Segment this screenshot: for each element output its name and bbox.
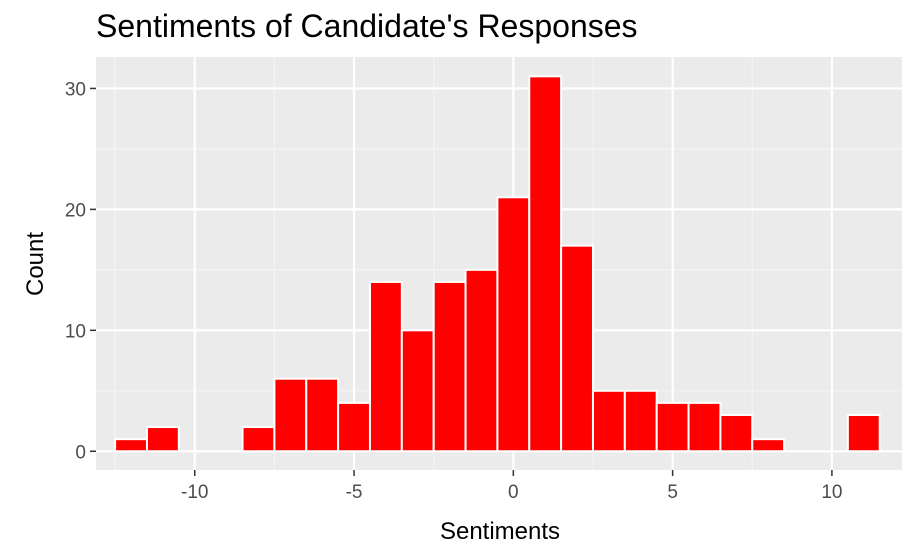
histogram-bar bbox=[751, 438, 786, 453]
histogram-bar bbox=[241, 426, 276, 453]
histogram-bar bbox=[560, 244, 594, 453]
x-axis-title: Sentiments bbox=[440, 518, 560, 545]
histogram-bar bbox=[719, 413, 754, 453]
x-tick-label: 5 bbox=[667, 482, 678, 503]
y-axis-title: Count bbox=[22, 232, 49, 296]
histogram-bar bbox=[655, 401, 690, 453]
y-tick-label: 0 bbox=[75, 442, 86, 463]
y-tick-label: 20 bbox=[65, 200, 86, 221]
x-tick-label: -5 bbox=[346, 482, 363, 503]
histogram-bar bbox=[337, 401, 371, 453]
histogram-bars bbox=[114, 75, 881, 453]
histogram-bar bbox=[145, 426, 180, 453]
y-tick-label: 10 bbox=[65, 321, 86, 342]
x-axis: -10 -5 0 5 10 bbox=[181, 470, 842, 503]
histogram-bar bbox=[496, 196, 531, 453]
histogram-bar bbox=[687, 401, 722, 453]
x-tick-label: -10 bbox=[181, 482, 208, 503]
histogram-bar bbox=[305, 377, 340, 453]
histogram-bar bbox=[432, 280, 467, 453]
histogram-bar bbox=[528, 75, 563, 453]
histogram-bar bbox=[623, 389, 658, 453]
histogram-bar bbox=[368, 280, 403, 453]
histogram-bar bbox=[400, 329, 435, 453]
y-axis: 0 10 20 30 bbox=[65, 79, 96, 463]
histogram-bar bbox=[273, 377, 308, 453]
x-tick-label: 10 bbox=[821, 482, 842, 503]
histogram-bar bbox=[846, 413, 881, 453]
histogram-bar bbox=[114, 438, 148, 453]
y-tick-label: 30 bbox=[65, 79, 86, 100]
chart-title: Sentiments of Candidate's Responses bbox=[96, 8, 638, 44]
histogram-bar bbox=[591, 389, 626, 453]
histogram-bar bbox=[464, 268, 499, 453]
x-tick-label: 0 bbox=[508, 482, 519, 503]
